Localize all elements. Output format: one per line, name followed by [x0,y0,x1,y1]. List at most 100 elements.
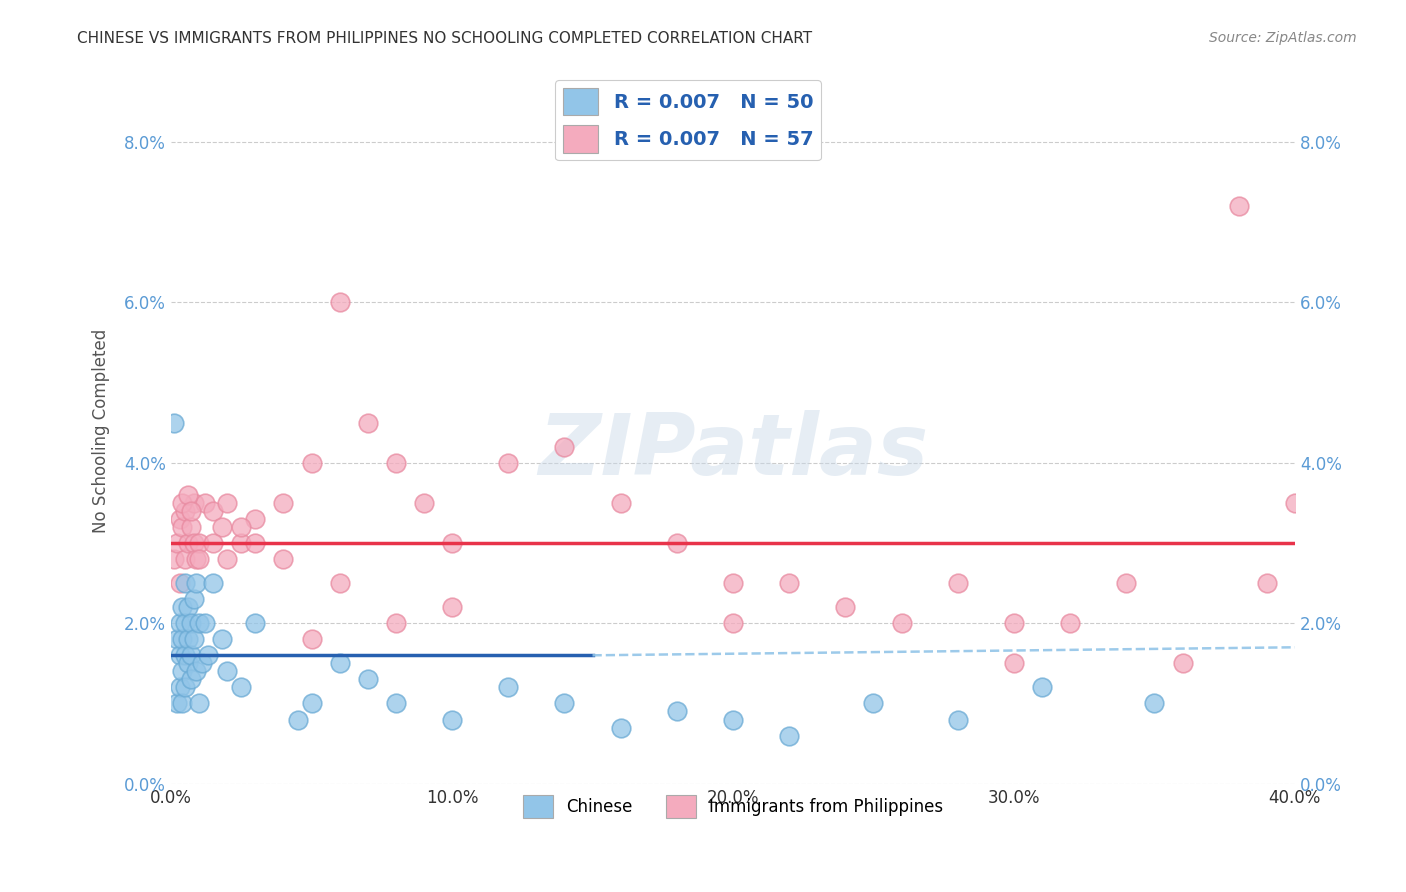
Point [609,496,631,510]
Point [180,504,202,518]
Point [177,632,200,647]
Point [329,295,352,310]
Point [188,616,211,631]
Point [273,552,295,566]
Point [721,713,744,727]
Point [609,721,631,735]
Point [166,697,188,711]
Point [180,673,202,687]
Point [441,600,464,615]
Point [177,657,200,671]
Point [172,665,194,679]
Point [946,576,969,591]
Point [180,648,202,663]
Point [1171,657,1194,671]
Point [180,616,202,631]
Point [177,488,200,502]
Point [245,536,267,550]
Point [183,536,205,550]
Point [174,616,197,631]
Point [553,697,575,711]
Point [441,713,464,727]
Point [1227,199,1250,213]
Point [1284,496,1306,510]
Point [231,520,253,534]
Point [188,536,211,550]
Point [172,520,194,534]
Point [186,552,208,566]
Point [197,648,219,663]
Point [329,576,352,591]
Point [721,616,744,631]
Point [217,665,239,679]
Point [169,681,191,695]
Point [1059,616,1081,631]
Text: Source: ZipAtlas.com: Source: ZipAtlas.com [1209,31,1357,45]
Point [177,600,200,615]
Point [188,552,211,566]
Point [890,616,912,631]
Point [385,697,408,711]
Point [169,648,191,663]
Y-axis label: No Schooling Completed: No Schooling Completed [93,328,110,533]
Point [385,456,408,470]
Point [245,512,267,526]
Point [834,600,856,615]
Point [721,576,744,591]
Point [180,520,202,534]
Point [172,600,194,615]
Point [1002,657,1025,671]
Point [441,536,464,550]
Point [186,576,208,591]
Point [166,536,188,550]
Point [163,416,186,430]
Point [166,632,188,647]
Point [385,616,408,631]
Point [183,496,205,510]
Point [357,416,380,430]
Point [202,576,225,591]
Point [1031,681,1053,695]
Point [496,456,519,470]
Point [413,496,436,510]
Point [301,632,323,647]
Point [301,697,323,711]
Point [172,632,194,647]
Point [553,440,575,454]
Point [188,697,211,711]
Legend: Chinese, Immigrants from Philippines: Chinese, Immigrants from Philippines [516,788,950,825]
Point [169,576,191,591]
Point [301,456,323,470]
Point [287,713,309,727]
Point [211,520,233,534]
Point [183,592,205,607]
Point [329,657,352,671]
Point [183,632,205,647]
Point [273,496,295,510]
Point [202,504,225,518]
Point [245,616,267,631]
Point [194,616,217,631]
Point [163,552,186,566]
Point [665,536,688,550]
Point [946,713,969,727]
Point [778,729,800,743]
Point [172,697,194,711]
Point [172,496,194,510]
Point [217,496,239,510]
Point [194,496,217,510]
Point [177,536,200,550]
Point [217,552,239,566]
Point [174,681,197,695]
Point [169,512,191,526]
Point [1115,576,1137,591]
Text: CHINESE VS IMMIGRANTS FROM PHILIPPINES NO SCHOOLING COMPLETED CORRELATION CHART: CHINESE VS IMMIGRANTS FROM PHILIPPINES N… [77,31,813,46]
Text: ZIPatlas: ZIPatlas [538,410,928,493]
Point [357,673,380,687]
Point [191,657,214,671]
Point [169,616,191,631]
Point [174,552,197,566]
Point [211,632,233,647]
Point [202,536,225,550]
Point [231,681,253,695]
